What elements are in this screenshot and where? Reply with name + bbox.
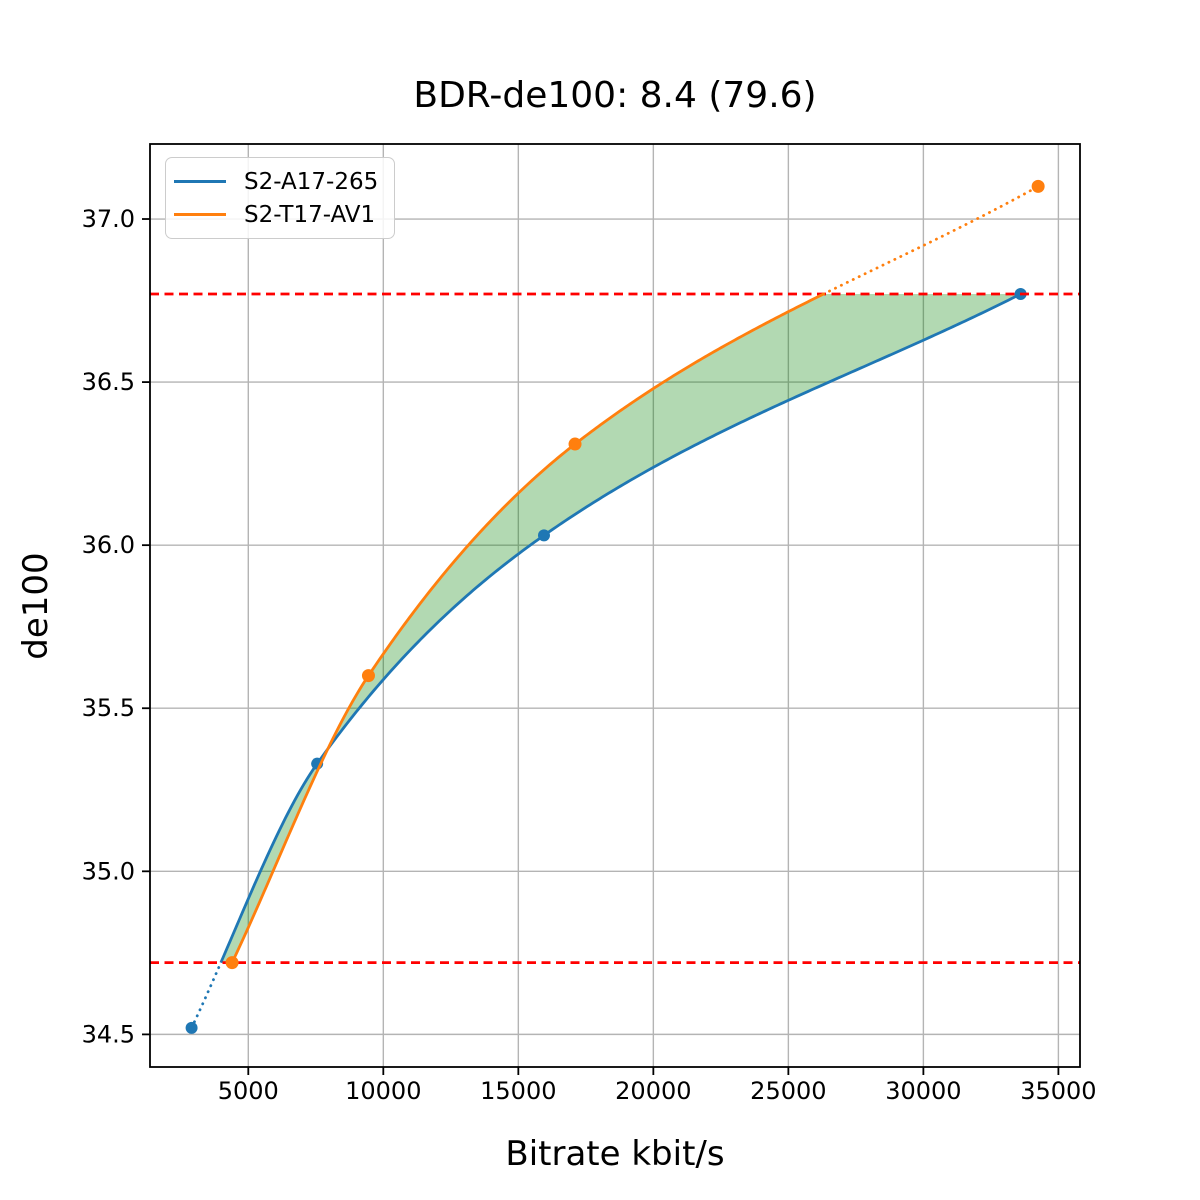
legend-label: S2-T17-AV1 xyxy=(244,201,376,228)
overlap-lines xyxy=(150,292,1080,964)
gridlines xyxy=(150,144,1080,1067)
x-tick-label: 15000 xyxy=(480,1077,556,1105)
series-orange-curve xyxy=(230,292,825,964)
series-orange xyxy=(225,179,1045,970)
legend-line-swatch-orange xyxy=(174,212,226,217)
axes-spines xyxy=(149,143,1081,1068)
series-blue xyxy=(185,288,1027,1034)
x-tick-label: 35000 xyxy=(1020,1077,1096,1105)
y-tick-label: 36.5 xyxy=(82,368,135,396)
x-tick-label: 5000 xyxy=(218,1077,279,1105)
ticks: 5000 10000 15000 20000 25000 30000 35000 34.5 35… xyxy=(82,205,1097,1105)
series-blue-marker xyxy=(537,529,550,542)
series-blue-dotted-curve xyxy=(190,961,223,1030)
x-axis-label: Bitrate kbit/s xyxy=(505,1134,725,1174)
legend-line-swatch-blue xyxy=(174,179,226,184)
legend-item: S2-T17-AV1 xyxy=(174,198,378,231)
legend-label: S2-A17-265 xyxy=(244,168,379,195)
series-orange-marker xyxy=(361,669,375,683)
y-tick-label: 34.5 xyxy=(82,1020,135,1048)
y-axis-label: de100 xyxy=(16,552,56,660)
y-tick-label: 37.0 xyxy=(82,205,135,233)
legend-item: S2-A17-265 xyxy=(174,165,378,198)
legend: S2-A17-265 S2-T17-AV1 xyxy=(165,157,396,239)
series-orange-dotted-curve xyxy=(822,185,1040,296)
bd-shaded-region xyxy=(220,294,1021,963)
series-orange-marker xyxy=(225,956,239,970)
series-blue-marker xyxy=(185,1021,198,1034)
x-tick-label: 30000 xyxy=(885,1077,961,1105)
x-tick-label: 25000 xyxy=(750,1077,826,1105)
y-tick-label: 36.0 xyxy=(82,531,135,559)
y-tick-label: 35.0 xyxy=(82,857,135,885)
chart-title: BDR-de100: 8.4 (79.6) xyxy=(413,75,817,116)
x-tick-label: 20000 xyxy=(615,1077,691,1105)
series-orange-marker xyxy=(1031,179,1045,193)
series-orange-marker xyxy=(568,437,582,451)
series-blue-curve xyxy=(219,292,1022,964)
y-tick-label: 35.5 xyxy=(82,694,135,722)
x-tick-label: 10000 xyxy=(345,1077,421,1105)
